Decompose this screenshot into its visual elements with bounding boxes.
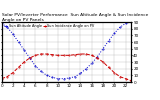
Sun Incidence Angle on PV — [23, 61, 25, 63]
Sun Incidence Angle on PV — [34, 55, 36, 56]
Sun Incidence Angle on PV — [85, 53, 87, 55]
Sun Incidence Angle on PV — [40, 53, 42, 55]
Sun Incidence Angle on PV — [46, 53, 48, 55]
Sun Incidence Angle on PV — [51, 54, 53, 55]
Line: Sun Incidence Angle on PV: Sun Incidence Angle on PV — [1, 53, 132, 81]
Sun Incidence Angle on PV — [74, 54, 76, 55]
Sun Incidence Angle on PV — [125, 78, 127, 79]
Legend: Sun Altitude Angle, Sun Incidence Angle on PV: Sun Altitude Angle, Sun Incidence Angle … — [3, 24, 95, 28]
Sun Altitude Angle — [1, 23, 3, 24]
Sun Incidence Angle on PV — [29, 57, 31, 59]
Sun Altitude Angle — [51, 77, 53, 78]
Sun Incidence Angle on PV — [113, 72, 115, 73]
Sun Incidence Angle on PV — [1, 78, 3, 79]
Sun Incidence Angle on PV — [91, 55, 93, 56]
Sun Incidence Angle on PV — [57, 55, 59, 56]
Sun Altitude Angle — [80, 73, 81, 74]
Sun Altitude Angle — [34, 65, 36, 67]
Sun Altitude Angle — [6, 27, 8, 28]
Sun Altitude Angle — [125, 23, 127, 24]
Sun Incidence Angle on PV — [119, 76, 121, 77]
Sun Altitude Angle — [46, 75, 48, 76]
Sun Incidence Angle on PV — [80, 53, 81, 55]
Sun Altitude Angle — [57, 78, 59, 79]
Text: Solar PV/Inverter Performance  Sun Altitude Angle & Sun Incidence Angle on PV Pa: Solar PV/Inverter Performance Sun Altitu… — [2, 13, 148, 22]
Sun Altitude Angle — [12, 33, 14, 35]
Sun Altitude Angle — [63, 78, 64, 79]
Sun Incidence Angle on PV — [108, 67, 110, 68]
Sun Altitude Angle — [23, 49, 25, 51]
Sun Altitude Angle — [91, 63, 93, 64]
Sun Altitude Angle — [119, 27, 121, 28]
Sun Altitude Angle — [108, 40, 110, 41]
Sun Altitude Angle — [130, 21, 132, 23]
Sun Incidence Angle on PV — [12, 72, 14, 73]
Sun Altitude Angle — [68, 77, 70, 79]
Line: Sun Altitude Angle: Sun Altitude Angle — [1, 21, 132, 79]
Sun Altitude Angle — [113, 33, 115, 34]
Sun Incidence Angle on PV — [96, 57, 98, 59]
Sun Altitude Angle — [74, 76, 76, 77]
Sun Incidence Angle on PV — [102, 61, 104, 63]
Sun Altitude Angle — [29, 57, 31, 59]
Sun Incidence Angle on PV — [18, 67, 20, 68]
Sun Altitude Angle — [85, 68, 87, 69]
Sun Altitude Angle — [96, 56, 98, 57]
Sun Altitude Angle — [18, 41, 20, 43]
Sun Incidence Angle on PV — [6, 76, 8, 77]
Sun Incidence Angle on PV — [63, 55, 64, 56]
Sun Altitude Angle — [102, 48, 104, 49]
Sun Incidence Angle on PV — [130, 80, 132, 81]
Sun Altitude Angle — [40, 71, 42, 72]
Sun Incidence Angle on PV — [68, 55, 70, 56]
